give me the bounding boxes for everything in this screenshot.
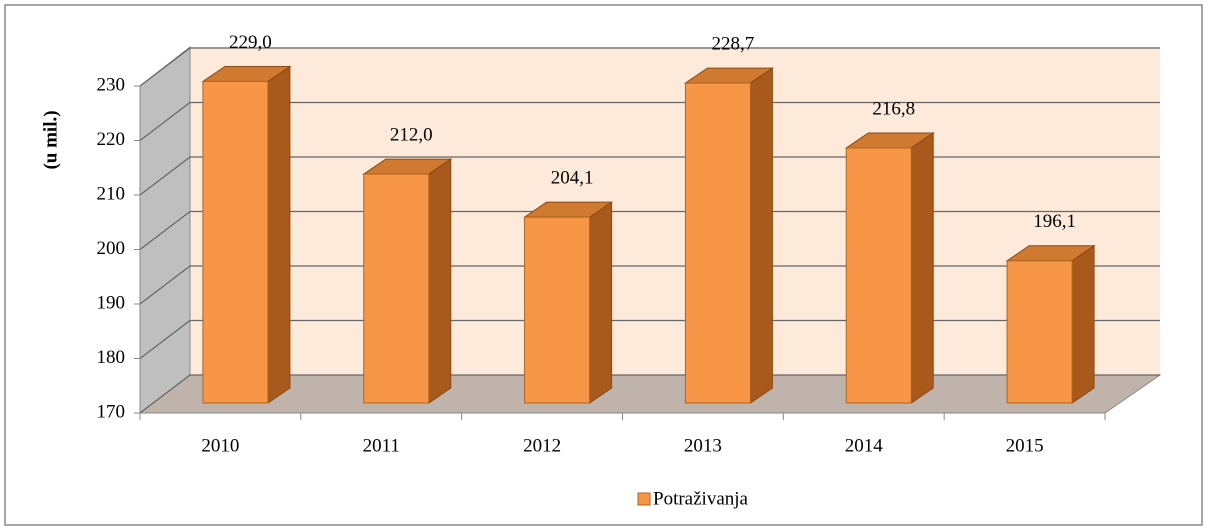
bar [363,173,430,404]
bar-side [1071,244,1095,404]
grid-line [139,101,1160,141]
bar-side [749,67,773,404]
bar [202,80,269,404]
bar [845,147,912,404]
grid-line [139,319,1160,359]
data-label: 216,8 [872,98,915,119]
x-tick-label: 2015 [1006,435,1044,456]
data-label: 229,0 [229,32,272,53]
bar [684,82,751,404]
y-tick-label: 170 [97,401,126,422]
x-tick-label: 2011 [363,435,400,456]
data-label: 196,1 [1033,211,1076,232]
legend-swatch [637,492,651,506]
y-tick-label: 210 [97,183,126,204]
y-tick-label: 230 [97,74,126,95]
y-axis-label: (u mil.) [40,110,61,169]
bar [1006,260,1073,404]
y-tick-label: 180 [97,347,126,368]
y-tick-label: 190 [97,292,126,313]
x-tick-label: 2012 [523,435,561,456]
grid-line [139,374,1160,414]
bar-side [267,65,291,404]
x-tick-label: 2010 [201,435,239,456]
y-tick-label: 220 [97,129,126,150]
x-tick-label: 2014 [845,435,884,456]
bar-side [910,131,934,404]
data-label: 228,7 [712,33,755,54]
grid-line [139,265,1160,305]
bar-side [589,201,613,404]
grid-line [139,47,1160,87]
bar [524,216,591,404]
data-label: 204,1 [551,168,594,189]
y-tick-label: 200 [97,238,126,259]
legend-label: Potraživanja [653,488,749,509]
x-tick-label: 2013 [684,435,722,456]
bar-side [428,158,452,404]
grid-line [139,210,1160,250]
grid-line [139,156,1160,196]
data-label: 212,0 [390,124,433,145]
